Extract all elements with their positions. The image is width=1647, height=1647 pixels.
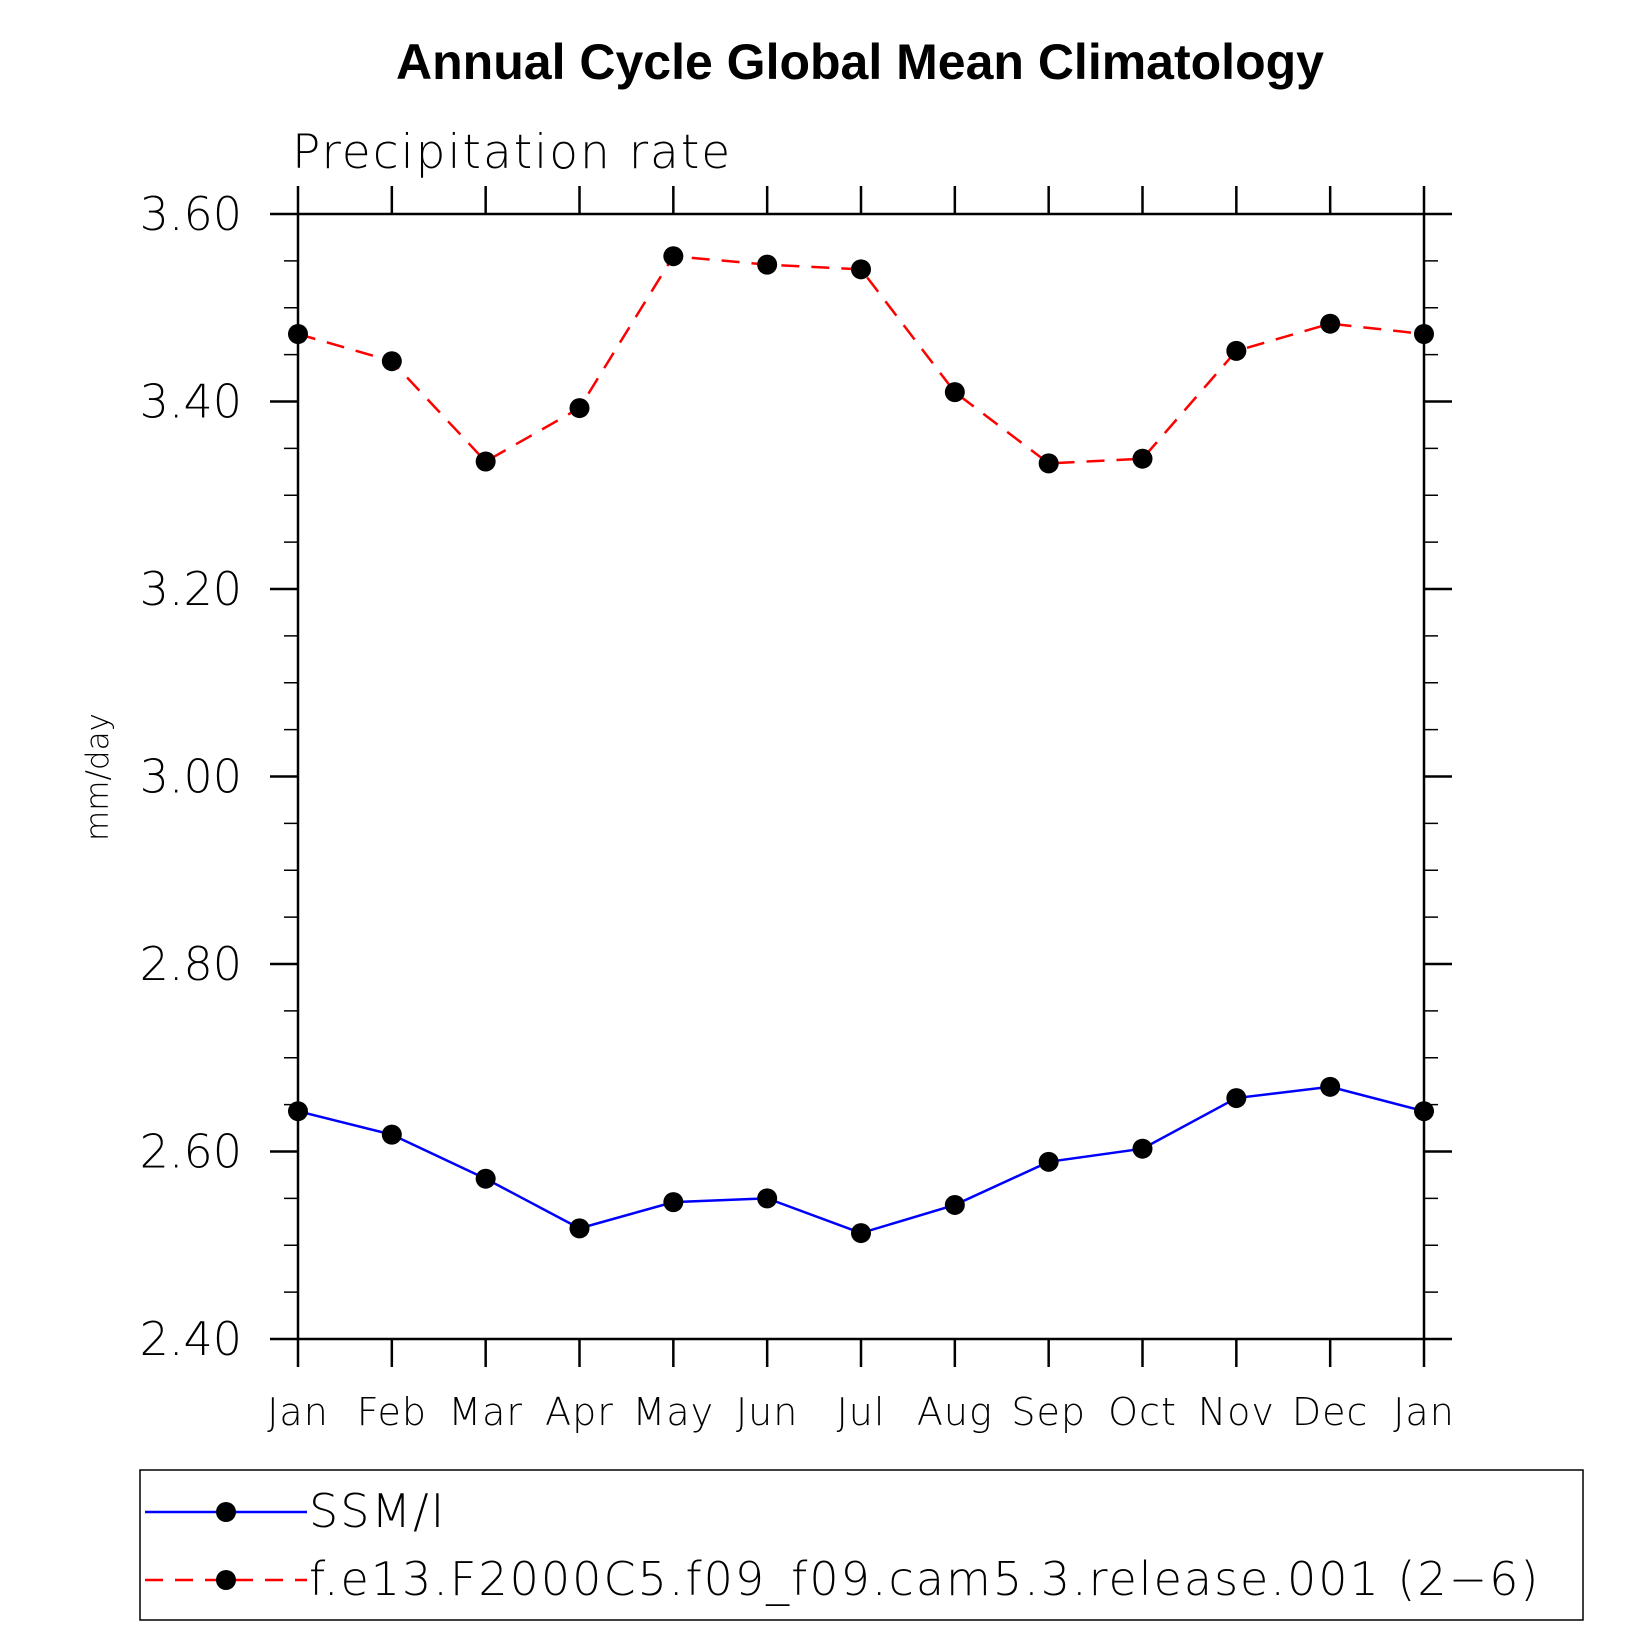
x-tick-label: Jul bbox=[837, 1390, 886, 1434]
x-tick-label: Jun bbox=[736, 1390, 798, 1434]
legend-marker-model bbox=[216, 1570, 236, 1590]
y-tick-label: 3.00 bbox=[140, 750, 242, 804]
data-point-1 bbox=[1320, 313, 1341, 334]
y-tick-label: 2.40 bbox=[140, 1312, 242, 1366]
y-tick-label: 3.20 bbox=[140, 562, 242, 616]
data-point-1 bbox=[851, 259, 871, 280]
series-line-1 bbox=[297, 254, 1425, 465]
data-point-0 bbox=[757, 1188, 778, 1209]
chart-title: Annual Cycle Global Mean Climatology bbox=[396, 34, 1324, 90]
y-tick-label: 3.40 bbox=[140, 375, 242, 429]
data-point-0 bbox=[1038, 1151, 1059, 1172]
data-point-0 bbox=[663, 1192, 684, 1213]
x-tick-label: Feb bbox=[357, 1390, 427, 1434]
data-point-1 bbox=[381, 351, 402, 372]
axes: 2.40 2.60 2.80 3.00 3.20 3.40 3.60 Jan Feb Mar Apr… bbox=[140, 186, 1455, 1434]
y-axis-label: mm/day bbox=[80, 713, 116, 841]
y-tick-label: 2.60 bbox=[140, 1125, 242, 1179]
data-point-0 bbox=[1320, 1076, 1341, 1097]
y-tick-label: 3.60 bbox=[140, 187, 242, 241]
data-point-1 bbox=[569, 398, 590, 419]
x-tick-label: Mar bbox=[448, 1390, 523, 1434]
data-point-0 bbox=[1132, 1138, 1153, 1159]
chart-subtitle: Precipitation rate bbox=[292, 125, 732, 180]
y-tick-label: 2.80 bbox=[140, 937, 242, 991]
data-point-1 bbox=[944, 382, 965, 403]
data-point-0 bbox=[475, 1168, 496, 1189]
data-point-0 bbox=[1226, 1088, 1247, 1109]
data-point-1 bbox=[1226, 340, 1247, 361]
x-tick-label: Oct bbox=[1108, 1390, 1177, 1434]
x-tick-label: May bbox=[633, 1390, 715, 1434]
data-point-1 bbox=[1132, 448, 1153, 469]
legend-label-ssmi: SSM/I bbox=[309, 1484, 446, 1538]
x-tick-label: Nov bbox=[1198, 1390, 1275, 1434]
x-tick-label: Dec bbox=[1292, 1390, 1369, 1434]
data-point-1 bbox=[475, 451, 496, 472]
data-point-1 bbox=[1038, 453, 1059, 474]
x-tick-label: Sep bbox=[1011, 1390, 1086, 1434]
data-point-0 bbox=[569, 1218, 590, 1239]
x-tick-label: Jan bbox=[267, 1390, 329, 1434]
data-point-1 bbox=[663, 246, 684, 267]
legend: SSM/I f.e13.F2000C5.f09_f09.cam5.3.relea… bbox=[139, 1469, 1584, 1621]
data-point-0 bbox=[944, 1194, 965, 1215]
data-point-1 bbox=[757, 254, 778, 275]
x-tick-label: Aug bbox=[917, 1390, 993, 1434]
x-tick-label: Jan bbox=[1393, 1390, 1455, 1434]
series-layer bbox=[288, 246, 1434, 1244]
legend-box bbox=[139, 1469, 1584, 1621]
series-line-0 bbox=[297, 1085, 1425, 1235]
legend-marker-ssmi bbox=[216, 1502, 236, 1522]
data-point-0 bbox=[381, 1124, 402, 1145]
legend-label-model: f.e13.F2000C5.f09_f09.cam5.3.release.001… bbox=[309, 1552, 1540, 1606]
data-point-0 bbox=[851, 1223, 871, 1244]
x-tick-label: Apr bbox=[545, 1390, 614, 1434]
plot-frame bbox=[296, 212, 1426, 1341]
